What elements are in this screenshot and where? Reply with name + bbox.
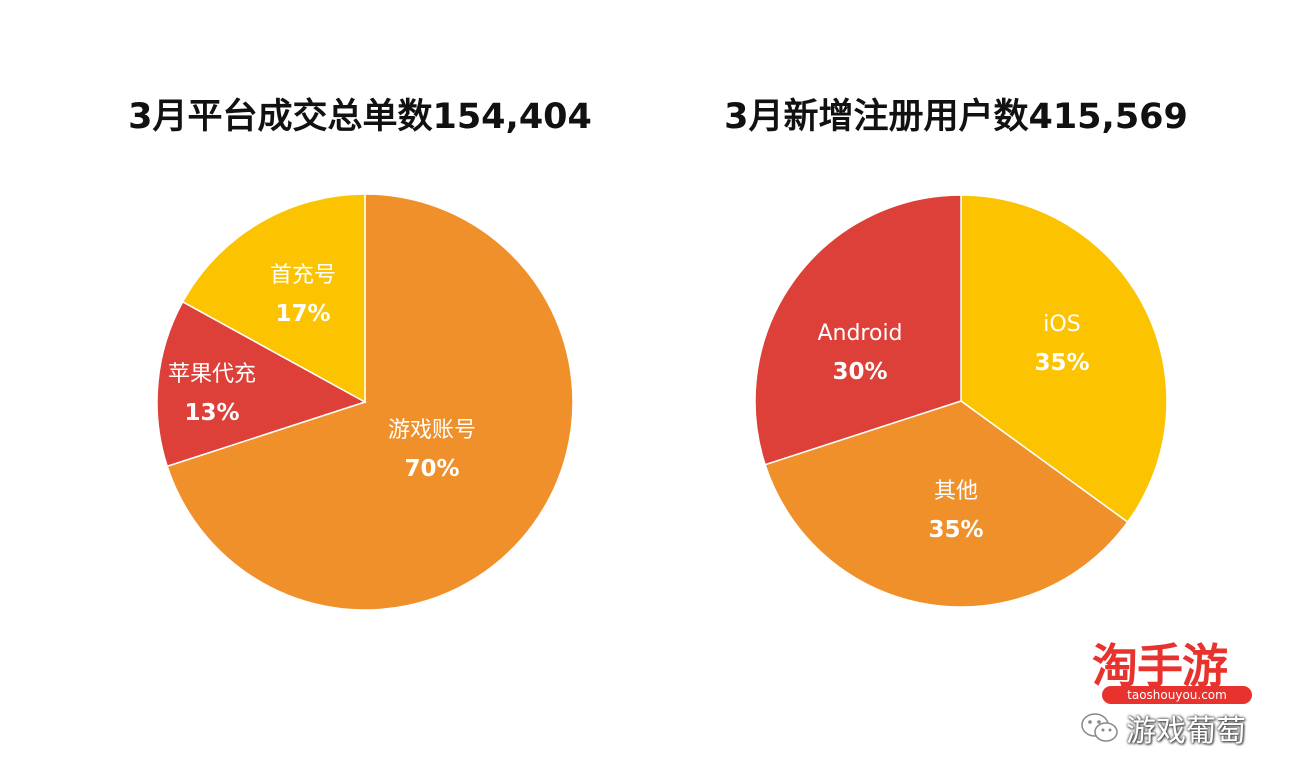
- pie-0-slice-0: [166, 193, 574, 611]
- pie-1-slice-0-label: iOS: [1043, 312, 1080, 337]
- wechat-icon: [1081, 713, 1118, 742]
- pie-0-slice-0-label: 游戏账号: [388, 418, 476, 443]
- chart-title-users: 3月新增注册用户数415,569: [724, 97, 1188, 137]
- pie-0-slice-1-label: 苹果代充: [168, 362, 256, 387]
- pie-0-slice-2-label: 首充号: [270, 263, 336, 288]
- watermark-account-name: 游戏葡萄: [1126, 714, 1246, 749]
- pie-1-slice-0-value: 35%: [1034, 350, 1089, 376]
- chart-title-orders: 3月平台成交总单数154,404: [128, 97, 592, 137]
- pie-0-slice-0-value: 70%: [404, 456, 459, 482]
- pie-0-slice-2-value: 17%: [275, 301, 330, 327]
- pie-1-slice-2: [754, 194, 962, 466]
- pie-1-slice-1: [764, 400, 1129, 608]
- watermark: 淘手游 taoshouyou.com 游戏葡萄: [1080, 630, 1295, 750]
- watermark-url: taoshouyou.com: [1102, 686, 1252, 704]
- pie-0-slice-2: [181, 193, 366, 404]
- pie-1-slice-1-label: 其他: [934, 479, 978, 504]
- pie-1-slice-2-label: Android: [817, 321, 902, 346]
- watermark-logo: 淘手游: [1092, 639, 1228, 693]
- pie-1-slice-1-value: 35%: [928, 517, 983, 543]
- pie-0-slice-1-value: 13%: [184, 400, 239, 426]
- pie-0-slice-1: [156, 300, 367, 468]
- watermark-account: 游戏葡萄: [1080, 706, 1246, 750]
- pie-1-slice-0: [960, 194, 1168, 524]
- pie-1-slice-2-value: 30%: [832, 359, 887, 385]
